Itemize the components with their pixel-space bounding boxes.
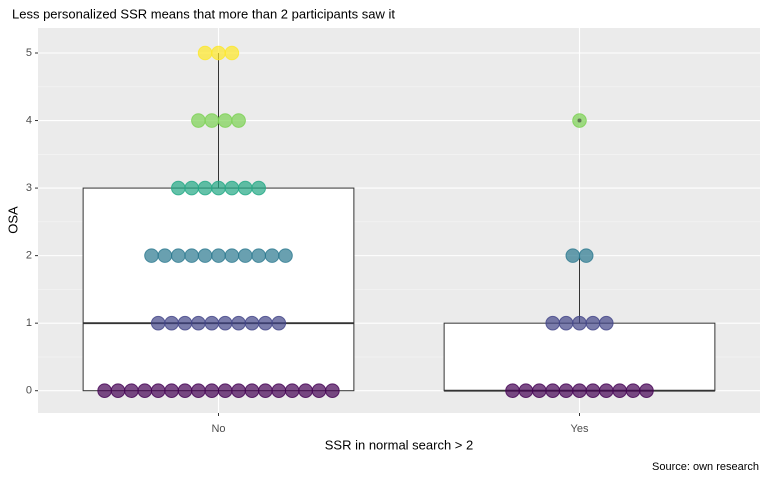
dot	[150, 383, 166, 399]
box	[82, 187, 355, 392]
dot	[177, 315, 193, 331]
dot	[599, 383, 614, 399]
dot	[197, 248, 213, 263]
dot	[164, 383, 179, 399]
dot	[572, 383, 587, 399]
outlier	[577, 118, 582, 123]
dot	[238, 180, 253, 196]
dot	[284, 383, 300, 399]
dot	[238, 248, 253, 263]
dot	[97, 383, 112, 399]
dot	[311, 383, 327, 399]
dot	[545, 315, 561, 331]
dot	[532, 383, 547, 399]
dot	[231, 383, 246, 399]
dot	[197, 45, 213, 61]
dot	[298, 383, 313, 399]
dot	[271, 383, 287, 399]
y-tick-label: 4	[26, 114, 32, 126]
dot	[171, 248, 186, 263]
y-tick-label: 3	[26, 182, 32, 194]
dot	[184, 248, 199, 263]
dot	[545, 383, 561, 399]
dot	[518, 383, 534, 399]
y-tick-label: 0	[26, 385, 32, 397]
chart-title: Less personalized SSR means that more th…	[12, 6, 395, 21]
dot	[271, 315, 287, 331]
dot	[217, 113, 233, 128]
dot	[565, 248, 581, 263]
dot	[244, 383, 260, 399]
dot	[244, 315, 260, 331]
dot	[599, 315, 614, 331]
dot	[124, 383, 139, 399]
dot	[204, 383, 220, 399]
dot	[572, 315, 587, 331]
dot	[137, 383, 153, 399]
dot	[204, 315, 220, 331]
dot	[558, 315, 574, 331]
y-tick-label: 5	[26, 47, 32, 59]
dot	[224, 180, 240, 196]
dot	[585, 315, 601, 331]
dot	[150, 315, 166, 331]
y-axis-label: OSA	[5, 206, 20, 234]
dot	[144, 248, 159, 263]
dot	[191, 315, 206, 331]
dot	[224, 45, 240, 61]
dot	[251, 180, 267, 196]
dot	[264, 248, 280, 263]
dot	[217, 383, 233, 399]
dot	[325, 383, 340, 399]
dot	[164, 315, 179, 331]
dot	[211, 248, 226, 263]
dot	[191, 113, 206, 128]
dot	[505, 383, 520, 399]
dot	[110, 383, 126, 399]
dot	[157, 248, 173, 263]
dot	[191, 383, 206, 399]
dot	[197, 180, 213, 196]
dot	[217, 315, 233, 331]
dot	[211, 180, 226, 196]
x-tick-label: No	[211, 423, 225, 435]
dot	[231, 315, 246, 331]
dot	[258, 383, 273, 399]
dot	[625, 383, 641, 399]
y-tick-label: 2	[26, 250, 32, 262]
dot	[231, 113, 246, 128]
dot	[278, 248, 293, 263]
x-tick-label: Yes	[571, 423, 589, 435]
box	[443, 322, 716, 392]
dot	[171, 180, 186, 196]
y-tick-label: 1	[26, 317, 32, 329]
caption: Source: own research	[652, 461, 759, 473]
dot	[639, 383, 654, 399]
dot	[251, 248, 267, 263]
dot	[585, 383, 601, 399]
dot	[184, 180, 199, 196]
dot	[258, 315, 273, 331]
dot	[612, 383, 628, 399]
x-axis-label: SSR in normal search > 2	[325, 437, 473, 452]
dot	[224, 248, 240, 263]
dot	[558, 383, 574, 399]
dot	[177, 383, 193, 399]
dot	[211, 45, 226, 61]
dot	[204, 113, 220, 128]
dot	[578, 248, 594, 263]
